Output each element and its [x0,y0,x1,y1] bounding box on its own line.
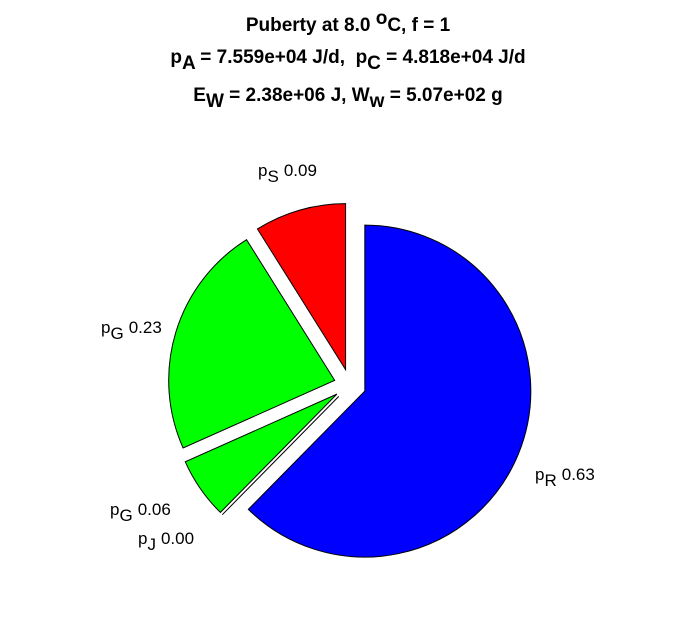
value-label: 0.23 [129,318,162,337]
text-run: p [170,47,182,68]
text-run: Puberty at 8.0 [246,15,376,36]
value-label: 0.06 [138,500,171,519]
slice-label: pJ 0.00 [138,529,194,554]
text-run: R [544,471,556,490]
value-label: 0.63 [562,465,595,484]
value-label: 0.09 [284,161,317,180]
text-run: C, f = 1 [387,15,450,36]
text-run: G [119,506,132,525]
text-run: = 5.07e+02 g [384,85,502,106]
chart-title: EW = 2.38e+06 J, Ww = 5.07e+02 g [193,85,503,112]
value-label: 0.00 [161,529,194,548]
slice-label: pS 0.09 [258,161,317,186]
text-run: C [367,53,381,74]
text-run: G [110,324,123,343]
chart-title: Puberty at 8.0 oC, f = 1 [246,8,451,36]
pie-slice [168,238,336,449]
text-run: w [369,91,385,112]
text-run: p [110,500,119,519]
text-run: S [267,167,278,186]
text-run: A [182,53,196,74]
text-run: p [258,161,267,180]
text-run: o [376,8,388,29]
chart-title: pA = 7.559e+04 J/d, pC = 4.818e+04 J/d [170,47,525,74]
slice-label: pG 0.23 [101,318,162,343]
slice-label: pR 0.63 [535,465,595,490]
text-run: p [101,318,110,337]
slice-label: pG 0.06 [110,500,171,525]
text-run: J [147,535,156,554]
pie-slice [221,396,340,516]
text-run: = 7.559e+04 J/d, p [195,47,367,68]
text-run: p [535,465,544,484]
text-run: = 2.38e+06 J, W [224,85,370,106]
text-run: p [138,529,147,548]
pie-slice [184,393,338,514]
text-run: = 4.818e+04 J/d [381,47,526,68]
text-run: W [206,91,224,112]
text-run: E [193,85,206,106]
pie-slice [247,224,532,558]
pie-slice [256,203,347,372]
